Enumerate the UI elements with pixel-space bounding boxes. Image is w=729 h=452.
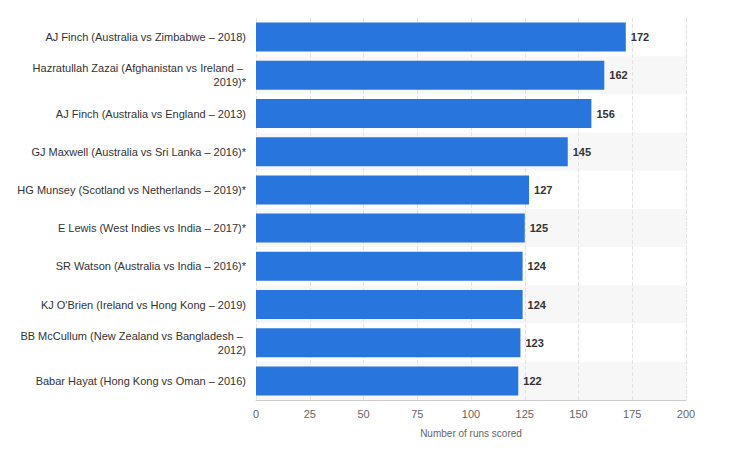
svg-text:127: 127 [534,184,552,196]
svg-text:125: 125 [530,222,548,234]
svg-text:Hazratullah Zazai (Afghanistan: Hazratullah Zazai (Afghanistan vs Irelan… [33,62,246,74]
svg-text:122: 122 [523,375,541,387]
svg-text:156: 156 [596,108,614,120]
svg-text:GJ Maxwell (Australia vs Sri L: GJ Maxwell (Australia vs Sri Lanka – 201… [31,146,246,158]
svg-text:HG Munsey (Scotland vs Netherl: HG Munsey (Scotland vs Netherlands – 201… [17,184,246,196]
svg-text:2012): 2012) [218,344,246,356]
svg-text:125: 125 [516,408,534,420]
svg-text:SR Watson (Australia vs India: SR Watson (Australia vs India – 2016)* [56,260,247,272]
svg-text:124: 124 [528,260,547,272]
svg-text:Number of runs scored: Number of runs scored [420,428,522,439]
svg-text:AJ Finch (Australia vs England: AJ Finch (Australia vs England – 2013) [56,108,246,120]
svg-text:162: 162 [609,69,627,81]
svg-text:200: 200 [677,408,695,420]
svg-text:E Lewis (West Indies vs India: E Lewis (West Indies vs India – 2017)* [58,222,247,234]
svg-text:2019)*: 2019)* [214,76,247,88]
svg-text:150: 150 [569,408,587,420]
svg-text:AJ Finch (Australia vs Zimbabw: AJ Finch (Australia vs Zimbabwe – 2018) [45,31,246,43]
svg-text:75: 75 [411,408,423,420]
svg-text:50: 50 [357,408,369,420]
svg-text:145: 145 [573,146,591,158]
svg-text:BB McCullum (New Zealand vs Ba: BB McCullum (New Zealand vs Bangladesh – [20,330,246,342]
svg-text:172: 172 [631,31,649,43]
svg-text:KJ O'Brien (Ireland vs Hong Ko: KJ O'Brien (Ireland vs Hong Kong – 2019) [41,299,246,311]
svg-text:124: 124 [528,299,547,311]
svg-text:100: 100 [462,408,480,420]
svg-text:0: 0 [253,408,259,420]
svg-text:25: 25 [304,408,316,420]
svg-text:123: 123 [525,337,543,349]
svg-text:175: 175 [623,408,641,420]
svg-text:Babar Hayat (Hong Kong vs Oman: Babar Hayat (Hong Kong vs Oman – 2016) [36,375,246,387]
